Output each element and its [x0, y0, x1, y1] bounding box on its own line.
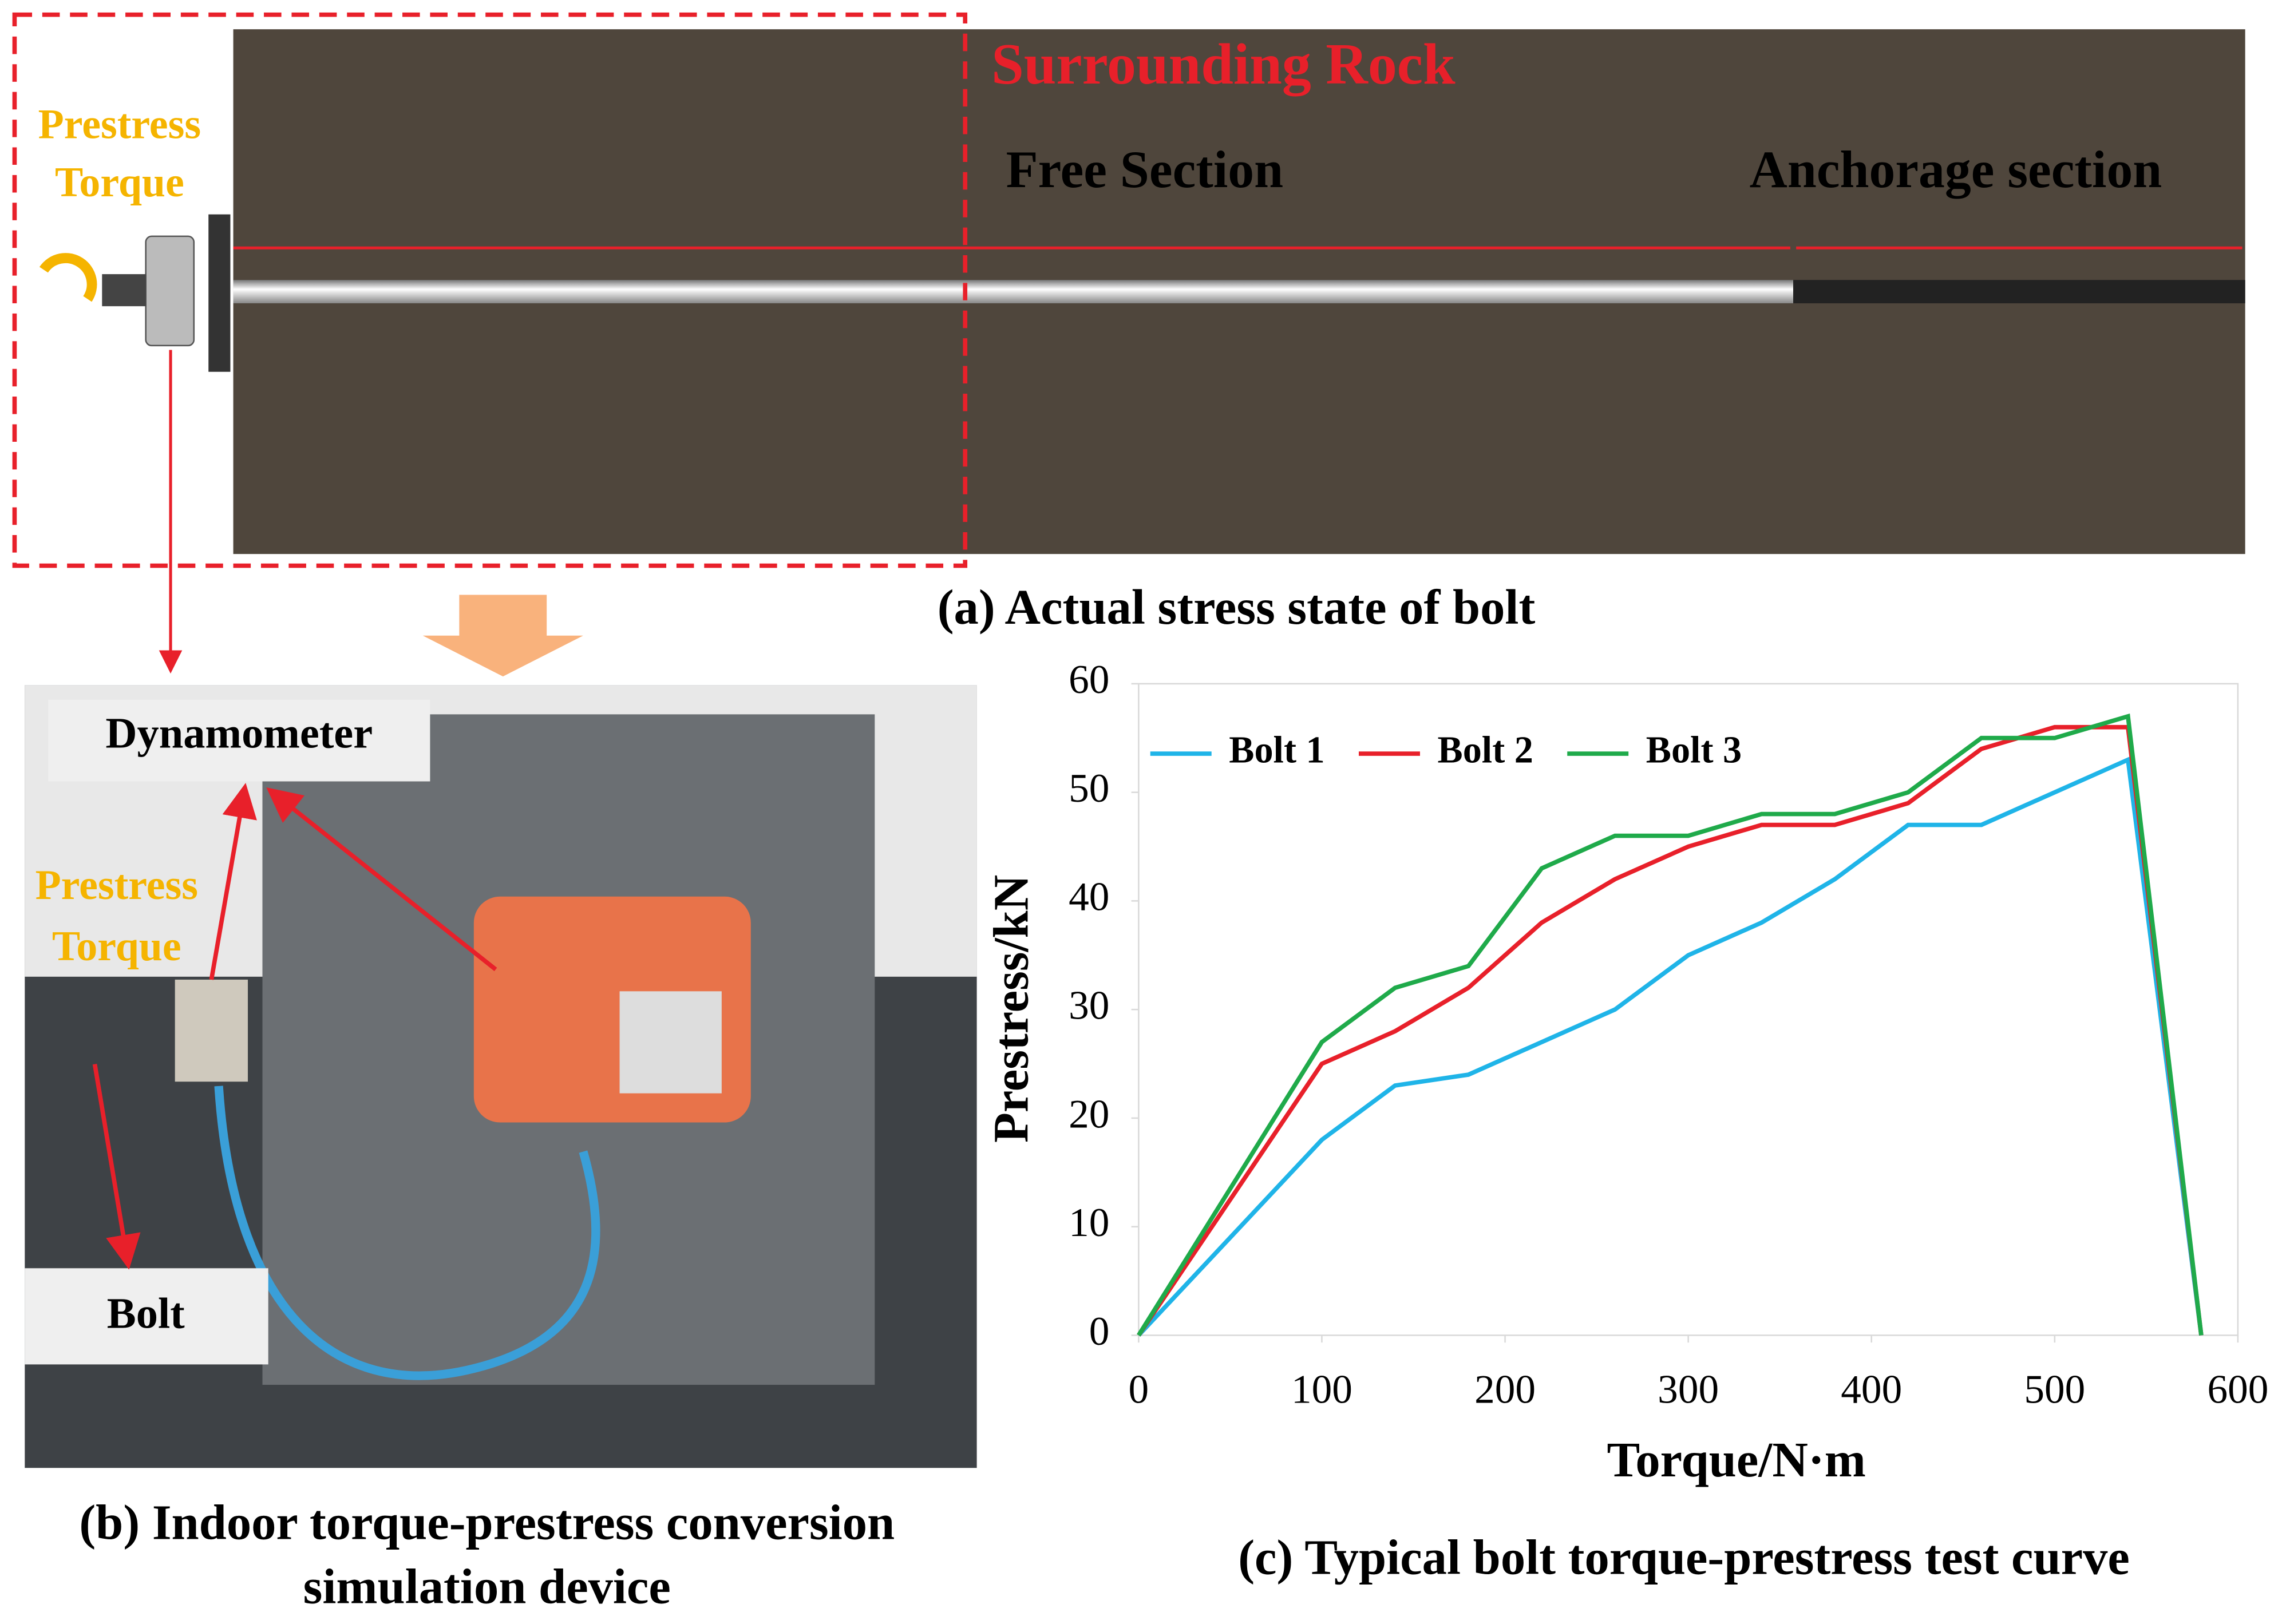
- x-tick-label: 100: [1291, 1367, 1352, 1412]
- y-tick-label: 10: [1069, 1200, 1109, 1245]
- torque-label: Torque: [55, 159, 184, 205]
- x-tick-label: 0: [1129, 1367, 1149, 1412]
- torque-label: Prestress: [38, 100, 201, 147]
- x-tick-label: 300: [1658, 1367, 1719, 1412]
- cable: [214, 1086, 600, 1380]
- thread: [102, 274, 146, 307]
- caption-b: simulation device: [303, 1559, 671, 1614]
- y-tick-label: 20: [1069, 1091, 1109, 1136]
- gauge-display: [619, 991, 722, 1094]
- dynamometer: [175, 979, 248, 1082]
- legend-label: Bolt 3: [1646, 729, 1742, 771]
- legend-label: Bolt 2: [1438, 729, 1533, 771]
- dynamometer-label: Dynamometer: [105, 709, 373, 758]
- y-tick-label: 40: [1069, 874, 1109, 920]
- down-arrow: [422, 595, 583, 677]
- anchor-label: Anchorage section: [1750, 140, 2162, 199]
- line-series: [1137, 756, 2204, 1337]
- legend-label: Bolt 1: [1229, 729, 1324, 771]
- x-tick-label: 500: [2024, 1367, 2085, 1412]
- y-tick-label: 30: [1069, 983, 1109, 1028]
- bolt-rod: [233, 280, 1794, 304]
- torque-label: Torque: [52, 922, 181, 969]
- y-axis-label: Prestress/kN: [983, 875, 1038, 1143]
- torque-icon: [39, 253, 97, 302]
- arrow: [209, 783, 257, 980]
- x-axis-label: Torque/N·m: [1607, 1432, 1866, 1487]
- caption-c: (c) Typical bolt torque-prestress test c…: [1238, 1530, 2130, 1585]
- arrow: [266, 787, 497, 972]
- caption-a: (a) Actual stress state of bolt: [938, 580, 1536, 635]
- x-tick-label: 200: [1474, 1367, 1536, 1412]
- bolt-label: Bolt: [107, 1289, 185, 1337]
- caption-b: (b) Indoor torque-prestress conversion: [79, 1495, 895, 1550]
- line-series: [1137, 724, 2204, 1337]
- line-series: [1137, 713, 2204, 1337]
- torque-label: Prestress: [35, 861, 198, 908]
- y-tick-label: 0: [1089, 1309, 1110, 1354]
- y-tick-label: 60: [1069, 657, 1109, 702]
- x-tick-label: 600: [2207, 1367, 2268, 1412]
- y-tick-label: 50: [1069, 766, 1109, 811]
- rock-label: Surrounding Rock: [991, 32, 1456, 97]
- anchorage: [1793, 280, 2245, 304]
- label-box: [25, 1268, 268, 1365]
- plot-frame: [1138, 683, 2239, 1336]
- focus-box: [12, 12, 968, 568]
- free-label: Free Section: [1006, 140, 1284, 199]
- label-box: [48, 699, 430, 782]
- plate: [208, 214, 231, 372]
- arrow: [92, 1064, 141, 1270]
- x-tick-label: 400: [1841, 1367, 1902, 1412]
- nut: [145, 235, 195, 347]
